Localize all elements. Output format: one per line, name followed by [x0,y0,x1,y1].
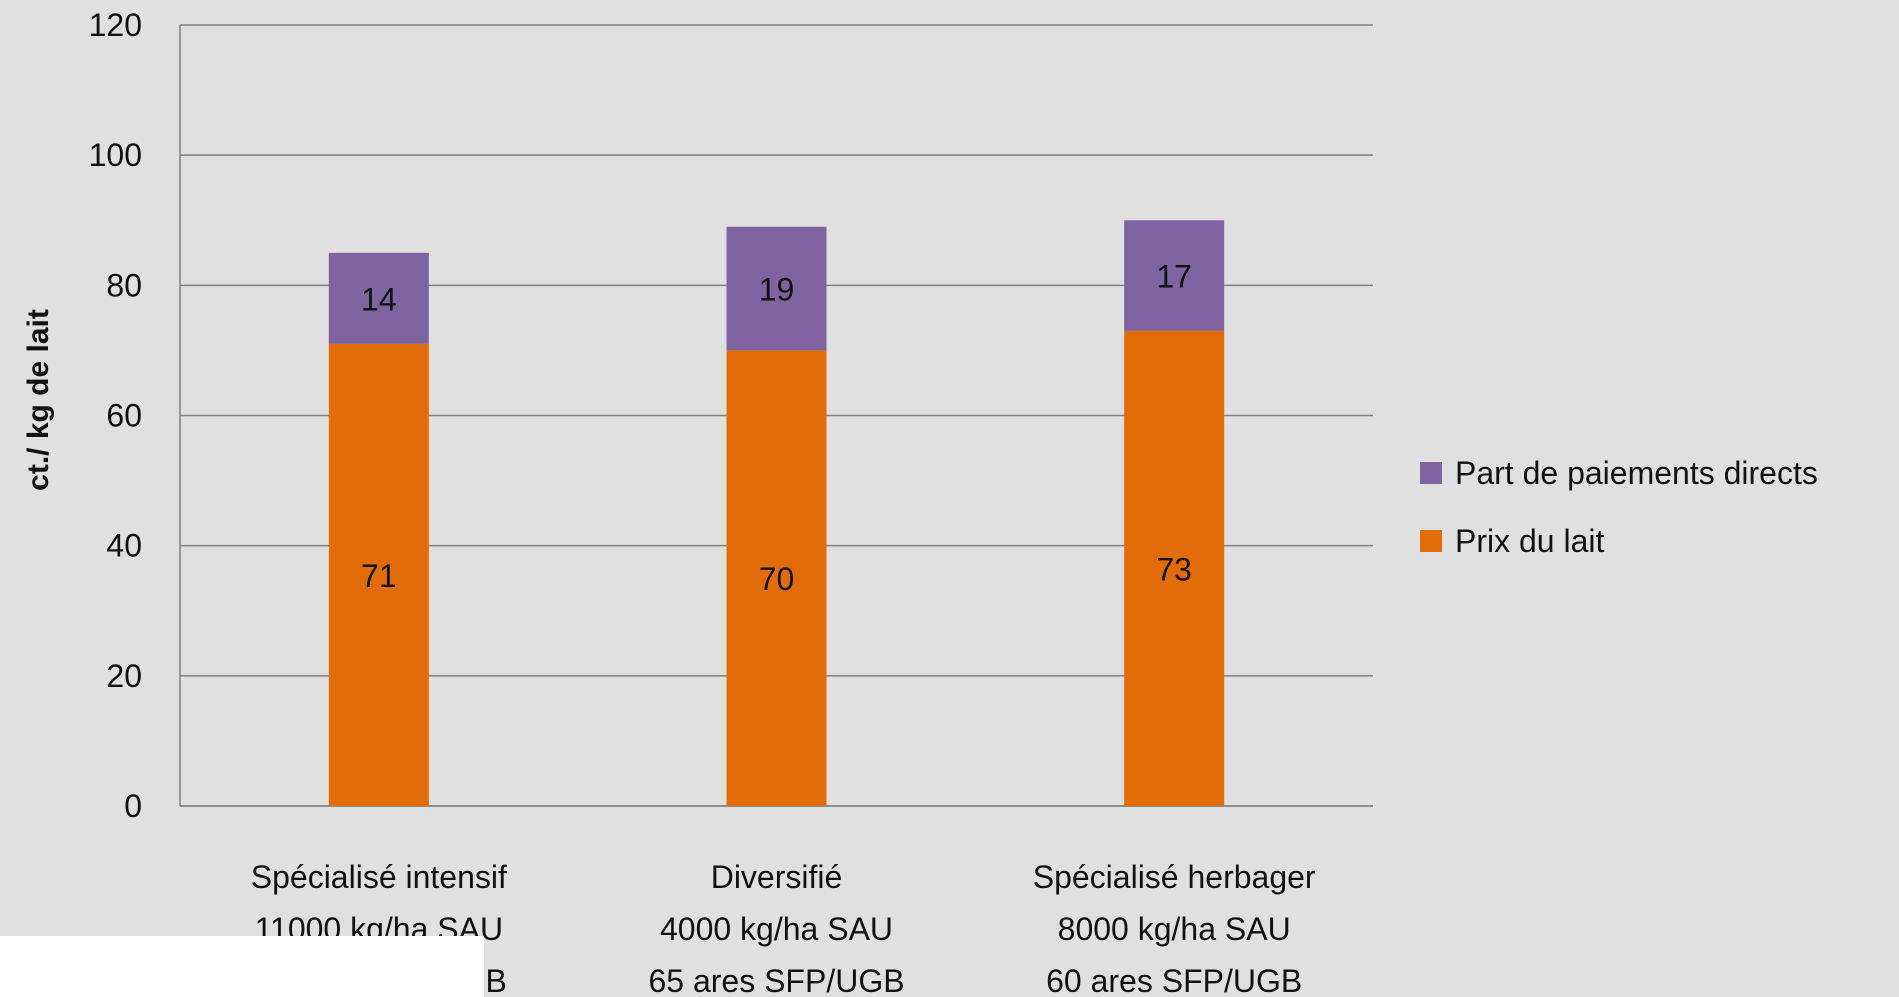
legend-swatch [1420,462,1442,484]
y-tick-label: 40 [106,528,142,564]
y-tick-label: 20 [106,658,142,694]
y-tick-label: 60 [106,398,142,434]
data-label: 19 [759,272,795,308]
y-axis-title: ct./ kg de lait [22,309,55,491]
x-category-label: Spécialisé herbager 8000 kg/ha SAU 60 ares… [1033,859,1316,997]
legend-label: Prix du lait [1455,523,1605,559]
bars [329,220,1224,806]
x-category-label: Diversifié 4000 kg/ha SAU 65 ares SFP/UGB [648,859,904,997]
y-tick-label: 120 [89,7,142,43]
data-label: 14 [361,281,397,317]
legend-swatch [1420,530,1442,552]
data-label: 73 [1156,551,1192,587]
data-label: 17 [1156,259,1192,295]
legend: Part de paiements directs Prix du lait [1420,455,1818,559]
white-overlay-patch [0,936,484,997]
data-label: 70 [759,561,795,597]
y-tick-label: 100 [89,137,142,173]
y-tick-label: 0 [124,788,142,824]
data-label: 71 [361,558,397,594]
y-tick-label: 80 [106,267,142,303]
legend-label: Part de paiements directs [1455,455,1818,491]
